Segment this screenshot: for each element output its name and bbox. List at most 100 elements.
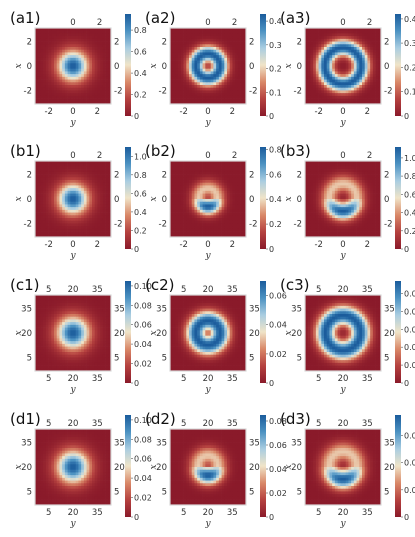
heatmap-cell <box>178 177 182 181</box>
heatmap-cell <box>51 218 55 222</box>
heatmap-cell <box>40 223 44 227</box>
heatmap-cell <box>240 33 244 37</box>
heatmap-cell <box>216 196 220 200</box>
heatmap-cell <box>321 33 325 37</box>
heatmap-cell <box>235 93 239 97</box>
heatmap-cell <box>67 93 71 97</box>
heatmap-cell <box>56 234 60 237</box>
heatmap-cell <box>56 49 60 53</box>
heatmap-cell <box>216 47 220 51</box>
heatmap-cell <box>108 196 111 200</box>
heatmap-cell <box>375 231 379 235</box>
heatmap-cell <box>210 223 214 227</box>
heatmap-cell <box>240 190 244 194</box>
heatmap-cell <box>375 171 379 175</box>
heatmap-cell <box>89 52 93 56</box>
heatmap-cell <box>97 98 101 102</box>
heatmap-cell <box>43 101 47 104</box>
heatmap-cell <box>64 199 68 203</box>
heatmap-cell <box>240 174 244 178</box>
heatmap-cell <box>326 90 330 94</box>
tick-label-left: -2 <box>294 219 302 229</box>
heatmap-cell <box>227 193 231 197</box>
heatmap-cell <box>197 36 201 40</box>
heatmap-cell <box>310 182 314 186</box>
heatmap-cell <box>180 234 184 237</box>
heatmap-cell <box>194 79 198 83</box>
heatmap-cell <box>315 82 319 86</box>
heatmap-cell <box>191 196 195 200</box>
heatmap-cell <box>51 68 55 72</box>
heatmap-cell <box>310 76 314 80</box>
heatmap-cell <box>180 180 184 184</box>
heatmap-cell <box>378 93 381 97</box>
heatmap-cell <box>359 66 363 70</box>
heatmap-cell <box>75 74 79 78</box>
heatmap-cell <box>364 215 368 219</box>
heatmap-cell <box>56 161 60 165</box>
heatmap-cell <box>75 300 79 304</box>
heatmap-cell <box>51 98 55 102</box>
heatmap-cell <box>83 101 87 104</box>
heatmap-cell <box>243 207 246 211</box>
heatmap-cell <box>97 63 101 67</box>
axis-label-y: y <box>204 118 211 128</box>
heatmap-cell <box>218 79 222 83</box>
tick-label-right: 0 <box>384 62 389 72</box>
heatmap-cell <box>348 188 352 192</box>
heatmap-cell <box>210 74 214 78</box>
heatmap-cell <box>332 74 336 78</box>
heatmap-cell <box>370 47 374 51</box>
heatmap-cell <box>59 201 63 205</box>
heatmap-cell <box>235 193 239 197</box>
heatmap-cell <box>48 74 52 78</box>
heatmap-cell <box>35 177 39 181</box>
heatmap-cell <box>102 66 106 70</box>
heatmap-cell <box>83 303 87 307</box>
heatmap-cell <box>332 36 336 40</box>
heatmap-cell <box>307 41 311 45</box>
heatmap-cell <box>351 166 355 170</box>
heatmap-cell <box>315 47 319 51</box>
heatmap-cell <box>337 220 341 224</box>
heatmap-cell <box>102 93 106 97</box>
heatmap-cell <box>310 199 314 203</box>
heatmap-cell <box>54 169 58 173</box>
heatmap-cell <box>170 63 174 67</box>
heatmap-cell <box>43 33 47 37</box>
heatmap-cell <box>202 171 206 175</box>
heatmap-cell <box>337 174 341 178</box>
heatmap-cell <box>237 177 241 181</box>
heatmap-cell <box>64 76 68 80</box>
heatmap-cell <box>208 174 212 178</box>
heatmap-cell <box>67 28 71 32</box>
heatmap-cell <box>86 171 90 175</box>
heatmap-cell <box>83 85 87 89</box>
heatmap-cell <box>70 33 74 37</box>
heatmap-cell <box>199 85 203 89</box>
heatmap-cell <box>378 199 381 203</box>
heatmap-cell <box>216 76 220 80</box>
heatmap-cell <box>59 199 63 203</box>
heatmap-cell <box>332 201 336 205</box>
heatmap-cell <box>180 47 184 51</box>
heatmap-cell <box>199 199 203 203</box>
heatmap-cell <box>362 204 366 208</box>
heatmap-cell <box>332 220 336 224</box>
heatmap-cell <box>40 41 44 45</box>
heatmap-cell <box>378 55 381 59</box>
heatmap-cell <box>51 163 55 167</box>
heatmap-cell <box>73 74 77 78</box>
heatmap-cell <box>86 74 90 78</box>
heatmap-cell <box>43 90 47 94</box>
heatmap-cell <box>172 185 176 189</box>
heatmap-cell <box>45 41 49 45</box>
heatmap-cell <box>75 87 79 91</box>
heatmap-cell <box>356 223 360 227</box>
heatmap-cell <box>305 161 309 165</box>
heatmap-cell <box>97 101 101 104</box>
heatmap-cell <box>359 90 363 94</box>
heatmap-cell <box>315 215 319 219</box>
heatmap-cell <box>86 95 90 99</box>
heatmap-cell <box>367 182 371 186</box>
